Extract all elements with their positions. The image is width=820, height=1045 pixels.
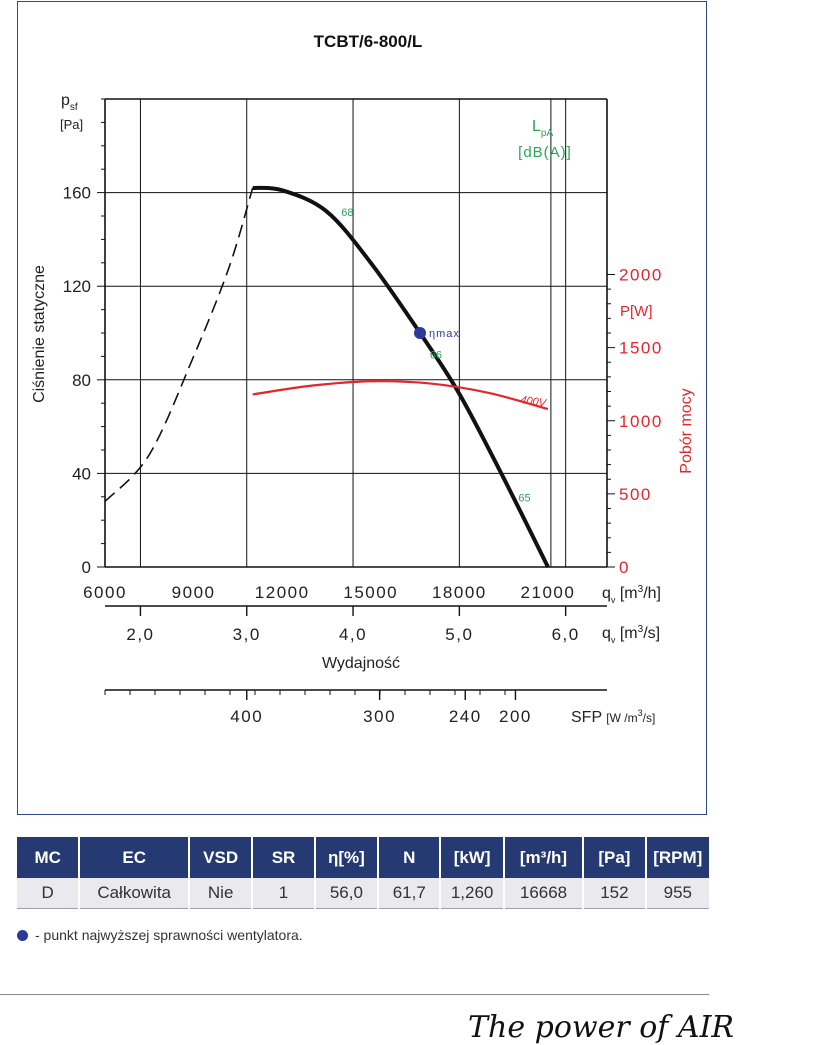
series-power <box>252 380 549 411</box>
annotation-sound-2: 65 <box>518 492 530 504</box>
sfp-tick-label-3: 200 <box>499 707 532 726</box>
header-mc: MC <box>17 837 80 878</box>
table-row: D Całkowita Nie 1 56,0 61,7 1,260 16668 … <box>17 878 709 909</box>
annotation-eta-max: ηmax <box>429 328 460 340</box>
brand-slogan: The power of AIR <box>468 1010 735 1045</box>
parameters-table: MC EC VSD SR η[%] N [kW] [m³/h] [Pa] [RP… <box>17 837 709 909</box>
power-tick-label-1: 500 <box>619 485 652 504</box>
power-tick-label-3: 1500 <box>619 339 663 358</box>
cell-airflow: 16668 <box>502 878 584 909</box>
annotation-sound-1: 66 <box>430 350 442 362</box>
cell-power: 1,260 <box>439 878 504 909</box>
y-unit-symbol: psf <box>61 92 78 113</box>
chart-frame <box>17 1 707 815</box>
power-tick-label-4: 2000 <box>619 266 663 285</box>
x-tick-label-m3h-4: 18000 <box>432 583 487 602</box>
y-tick-label-2: 80 <box>72 371 91 390</box>
header-ec: EC <box>78 837 189 878</box>
series-label-2: 400V <box>520 394 549 410</box>
sfp-tick-label-0: 400 <box>230 707 263 726</box>
legend-note-text: - punkt najwyższej sprawności wentylator… <box>35 927 303 943</box>
header-power: [kW] <box>439 837 504 878</box>
y-axis-title: Ciśnienie statyczne <box>31 265 48 403</box>
cell-vsd: Nie <box>187 878 253 909</box>
sfp-tick-label-1: 300 <box>363 707 396 726</box>
x-tick-label-m3s-4: 6,0 <box>552 625 580 644</box>
power-axis-title: Pobór mocy <box>678 388 695 473</box>
sound-symbol: LpA <box>532 118 553 139</box>
x-tick-label-m3h-0: 6000 <box>83 583 127 602</box>
x-tick-label-m3h-5: 21000 <box>521 583 576 602</box>
cell-rpm: 955 <box>644 878 709 909</box>
power-tick-label-0: 0 <box>619 558 630 577</box>
x-tick-label-m3h-1: 9000 <box>172 583 216 602</box>
x-tick-label-m3h-3: 15000 <box>343 583 398 602</box>
max-efficiency-dot-icon <box>17 929 28 941</box>
chart-title: TCBT/6-800/L <box>314 32 423 51</box>
power-unit-label: P[W] <box>620 303 653 320</box>
cell-n: 61,7 <box>377 878 441 909</box>
power-tick-label-2: 1000 <box>619 412 663 431</box>
cell-efficiency: 56,0 <box>313 878 379 909</box>
y-tick-label-0: 0 <box>82 558 91 577</box>
header-vsd: VSD <box>187 837 253 878</box>
x-tick-label-m3h-2: 12000 <box>255 583 310 602</box>
header-efficiency: η[%] <box>313 837 379 878</box>
footer-divider <box>0 994 709 995</box>
x-tick-label-m3s-2: 4,0 <box>339 625 367 644</box>
y-unit-label: [Pa] <box>60 117 83 132</box>
header-pressure: [Pa] <box>582 837 646 878</box>
cell-pressure: 152 <box>582 878 646 909</box>
cell-sr: 1 <box>251 878 315 909</box>
x-tick-label-m3s-1: 3,0 <box>233 625 261 644</box>
header-airflow: [m³/h] <box>502 837 584 878</box>
x-axis-title: Wydajność <box>322 655 400 672</box>
header-sr: SR <box>251 837 315 878</box>
x-unit-m3h: qv [m3/h] <box>602 584 661 605</box>
cell-ec: Całkowita <box>78 878 189 909</box>
series-fan-curve <box>252 185 550 568</box>
annotation-sound-0: 68 <box>341 207 353 219</box>
series-unstable-region <box>104 187 254 503</box>
sfp-tick-label-2: 240 <box>449 707 482 726</box>
max-efficiency-point <box>414 327 427 339</box>
x-tick-label-m3s-3: 5,0 <box>445 625 473 644</box>
header-n: N <box>377 837 441 878</box>
header-rpm: [RPM] <box>644 837 709 878</box>
cell-mc: D <box>17 878 80 909</box>
performance-chart: TCBT/6-800/L 0 40 80 120 160 psf [Pa] Ciśnienie … <box>31 32 695 726</box>
y-tick-label-3: 120 <box>63 277 91 296</box>
sound-unit-label: [dB(A)] <box>518 144 572 161</box>
legend-note: - punkt najwyższej sprawności wentylator… <box>17 927 303 943</box>
sfp-label: SFP [W /m3/s] <box>571 708 655 726</box>
x-unit-m3s: qv [m3/s] <box>602 624 660 645</box>
y-tick-label-4: 160 <box>63 184 91 203</box>
x-tick-label-m3s-0: 2,0 <box>126 625 154 644</box>
y-tick-label-1: 40 <box>72 464 91 483</box>
